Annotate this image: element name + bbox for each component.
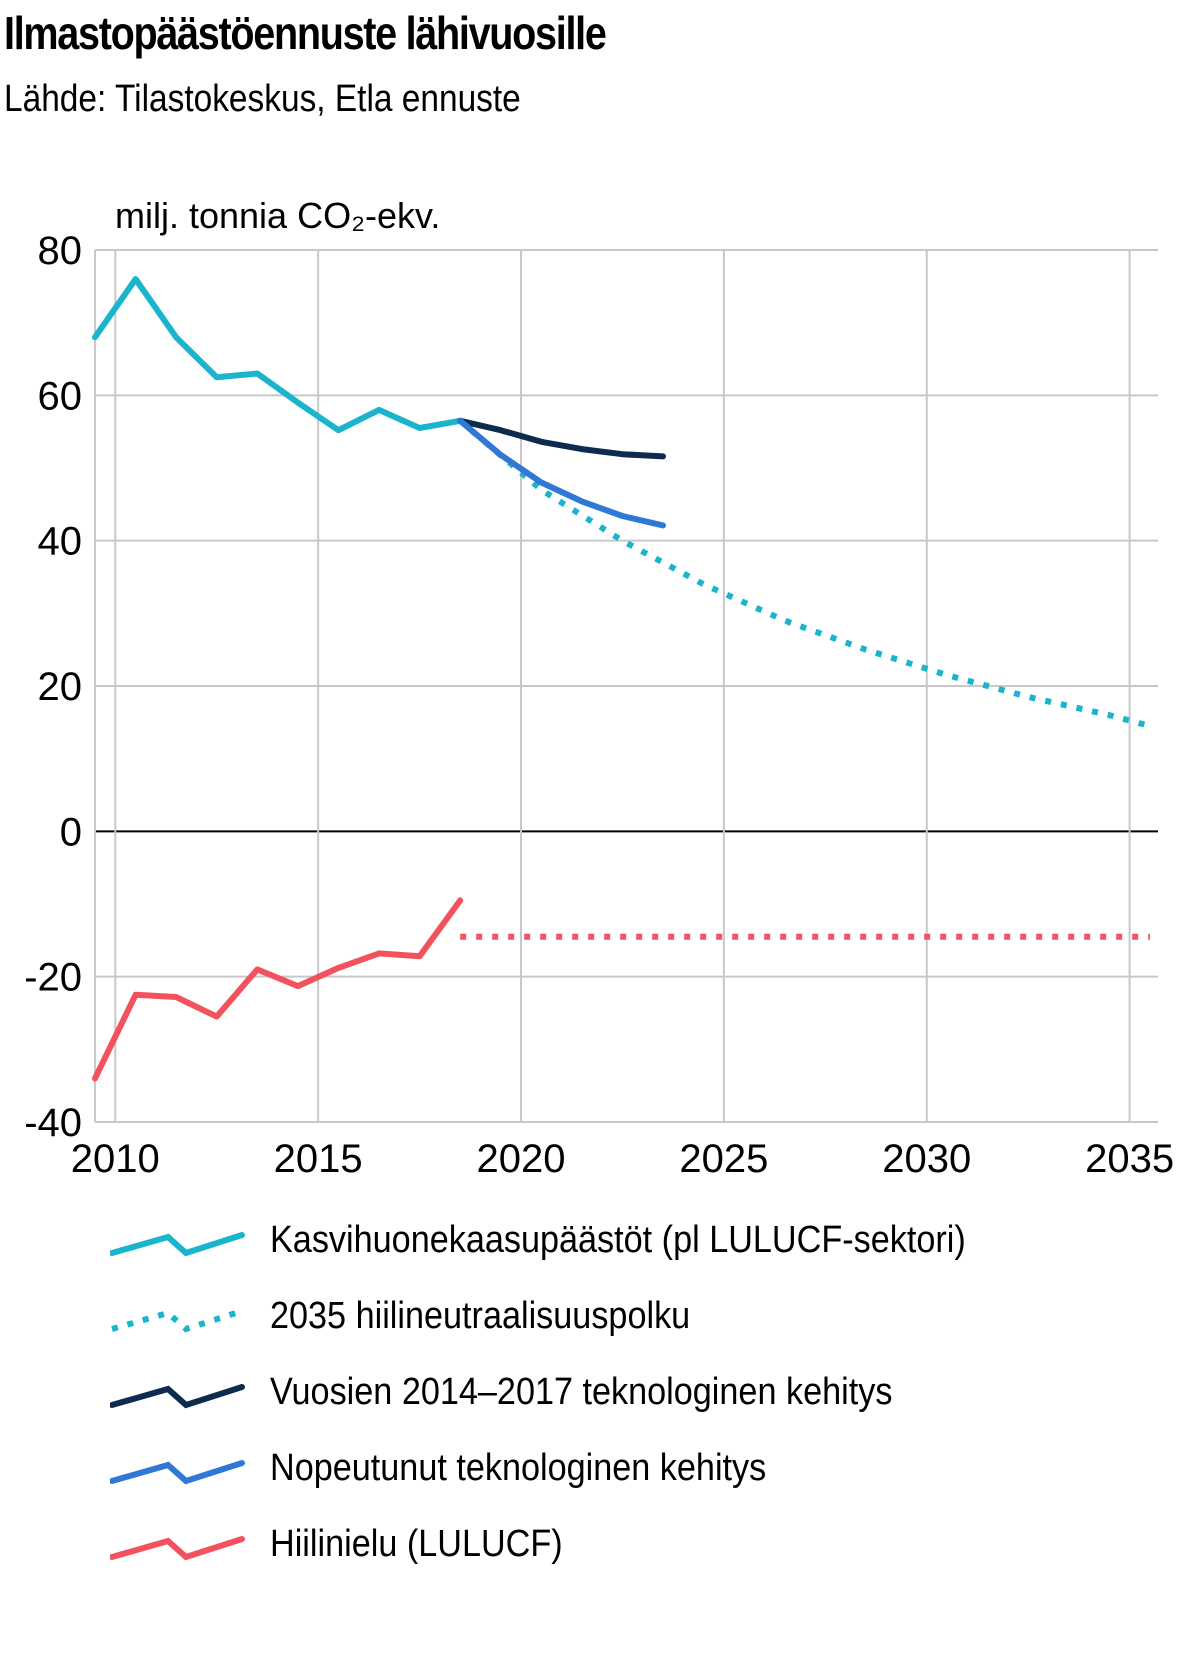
legend-item-sink: Hiilinielu (LULUCF)	[110, 1519, 1190, 1579]
y-tick-label: 60	[38, 374, 83, 418]
y-tick-label: -40	[24, 1101, 82, 1145]
legend-item-tech-fast: Nopeutunut teknologinen kehitys	[110, 1443, 1190, 1503]
y-tick-label: 80	[38, 229, 83, 273]
series-line-pathway	[458, 418, 1151, 729]
series-line-tech-2014-2017	[457, 417, 666, 460]
x-axis-ticks: 2010 2015 2020 2025 2030 2035	[71, 1137, 1174, 1181]
y-axis-ticks: 80 60 40 20 0 -20 -40	[24, 229, 82, 1145]
legend-label: Nopeutunut teknologinen kehitys	[270, 1447, 767, 1489]
x-tick-label: 2020	[477, 1137, 566, 1181]
x-tick-label: 2010	[71, 1137, 160, 1181]
legend-item-emissions: Kasvihuonekaasupäästöt (pl LULUCF-sektor…	[110, 1215, 1190, 1275]
legend-label: Vuosien 2014–2017 teknologinen kehitys	[270, 1371, 893, 1413]
x-tick-label: 2030	[882, 1137, 971, 1181]
legend-swatch	[110, 1232, 245, 1257]
legend-item-tech-2014-2017: Vuosien 2014–2017 teknologinen kehitys	[110, 1367, 1190, 1427]
x-tick-label: 2035	[1085, 1137, 1174, 1181]
y-tick-label: 20	[38, 665, 83, 709]
line-chart: 80 60 40 20 0 -20 -40 2010 2015 2020 2025 2030 2035…	[24, 195, 1174, 1181]
x-tick-label: 2015	[274, 1137, 363, 1181]
legend-line-solid-icon	[110, 1384, 245, 1409]
legend-label: Kasvihuonekaasupäästöt (pl LULUCF-sektor…	[270, 1219, 966, 1261]
legend-swatch	[110, 1460, 245, 1485]
gridlines	[94, 249, 1158, 1123]
y-tick-label: 40	[38, 520, 83, 564]
y-tick-label: 0	[60, 810, 82, 854]
legend-line-solid-icon	[110, 1536, 245, 1561]
y-axis-label: milj. tonnia CO₂-ekv.	[115, 195, 440, 236]
legend-swatch	[111, 1308, 243, 1333]
x-tick-label: 2025	[679, 1137, 768, 1181]
series-lines	[92, 276, 1151, 1082]
chart-title: Ilmastopäästöennuste lähivuosille	[4, 7, 607, 59]
chart-subtitle: Lähde: Tilastokeskus, Etla ennuste	[4, 78, 521, 120]
legend-line-dotted-icon	[111, 1308, 243, 1333]
legend-line-solid-icon	[110, 1460, 245, 1485]
series-line-sink	[92, 897, 464, 1082]
legend-label: Hiilinielu (LULUCF)	[270, 1523, 563, 1565]
legend-swatch	[110, 1384, 245, 1409]
series-line-tech-fast	[457, 417, 666, 529]
legend-label: 2035 hiilineutraalisuuspolku	[270, 1295, 691, 1337]
legend-swatch	[110, 1536, 245, 1561]
series-line-emissions	[92, 276, 464, 434]
y-tick-label: -20	[24, 956, 82, 1000]
legend-item-pathway: 2035 hiilineutraalisuuspolku	[110, 1291, 1190, 1351]
legend-line-solid-icon	[110, 1232, 245, 1257]
